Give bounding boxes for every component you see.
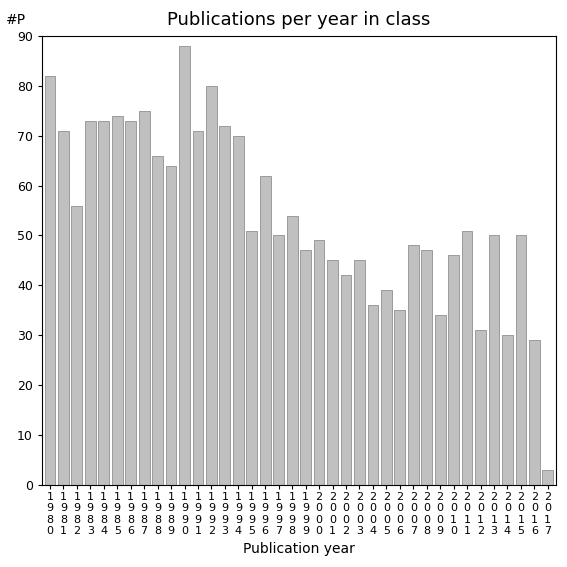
Bar [71,206,82,485]
X-axis label: Publication year: Publication year [243,542,355,556]
Bar [45,76,56,485]
Bar [529,340,540,485]
Bar [435,315,446,485]
Bar [327,260,338,485]
Title: Publications per year in class: Publications per year in class [167,11,430,29]
Bar [489,235,500,485]
Bar [247,231,257,485]
Bar [85,121,96,485]
Bar [58,131,69,485]
Bar [475,330,486,485]
Bar [193,131,204,485]
Bar [166,166,176,485]
Y-axis label: #P: #P [6,13,26,27]
Bar [543,469,553,485]
Bar [260,176,270,485]
Bar [421,251,432,485]
Bar [99,121,109,485]
Bar [448,255,459,485]
Bar [152,156,163,485]
Bar [233,136,244,485]
Bar [462,231,472,485]
Bar [381,290,392,485]
Bar [341,276,352,485]
Bar [408,246,418,485]
Bar [219,126,230,485]
Bar [300,251,311,485]
Bar [206,86,217,485]
Bar [314,240,324,485]
Bar [112,116,122,485]
Bar [354,260,365,485]
Bar [395,310,405,485]
Bar [502,335,513,485]
Bar [139,111,150,485]
Bar [179,46,190,485]
Bar [367,305,378,485]
Bar [287,215,298,485]
Bar [125,121,136,485]
Bar [515,235,526,485]
Bar [273,235,284,485]
